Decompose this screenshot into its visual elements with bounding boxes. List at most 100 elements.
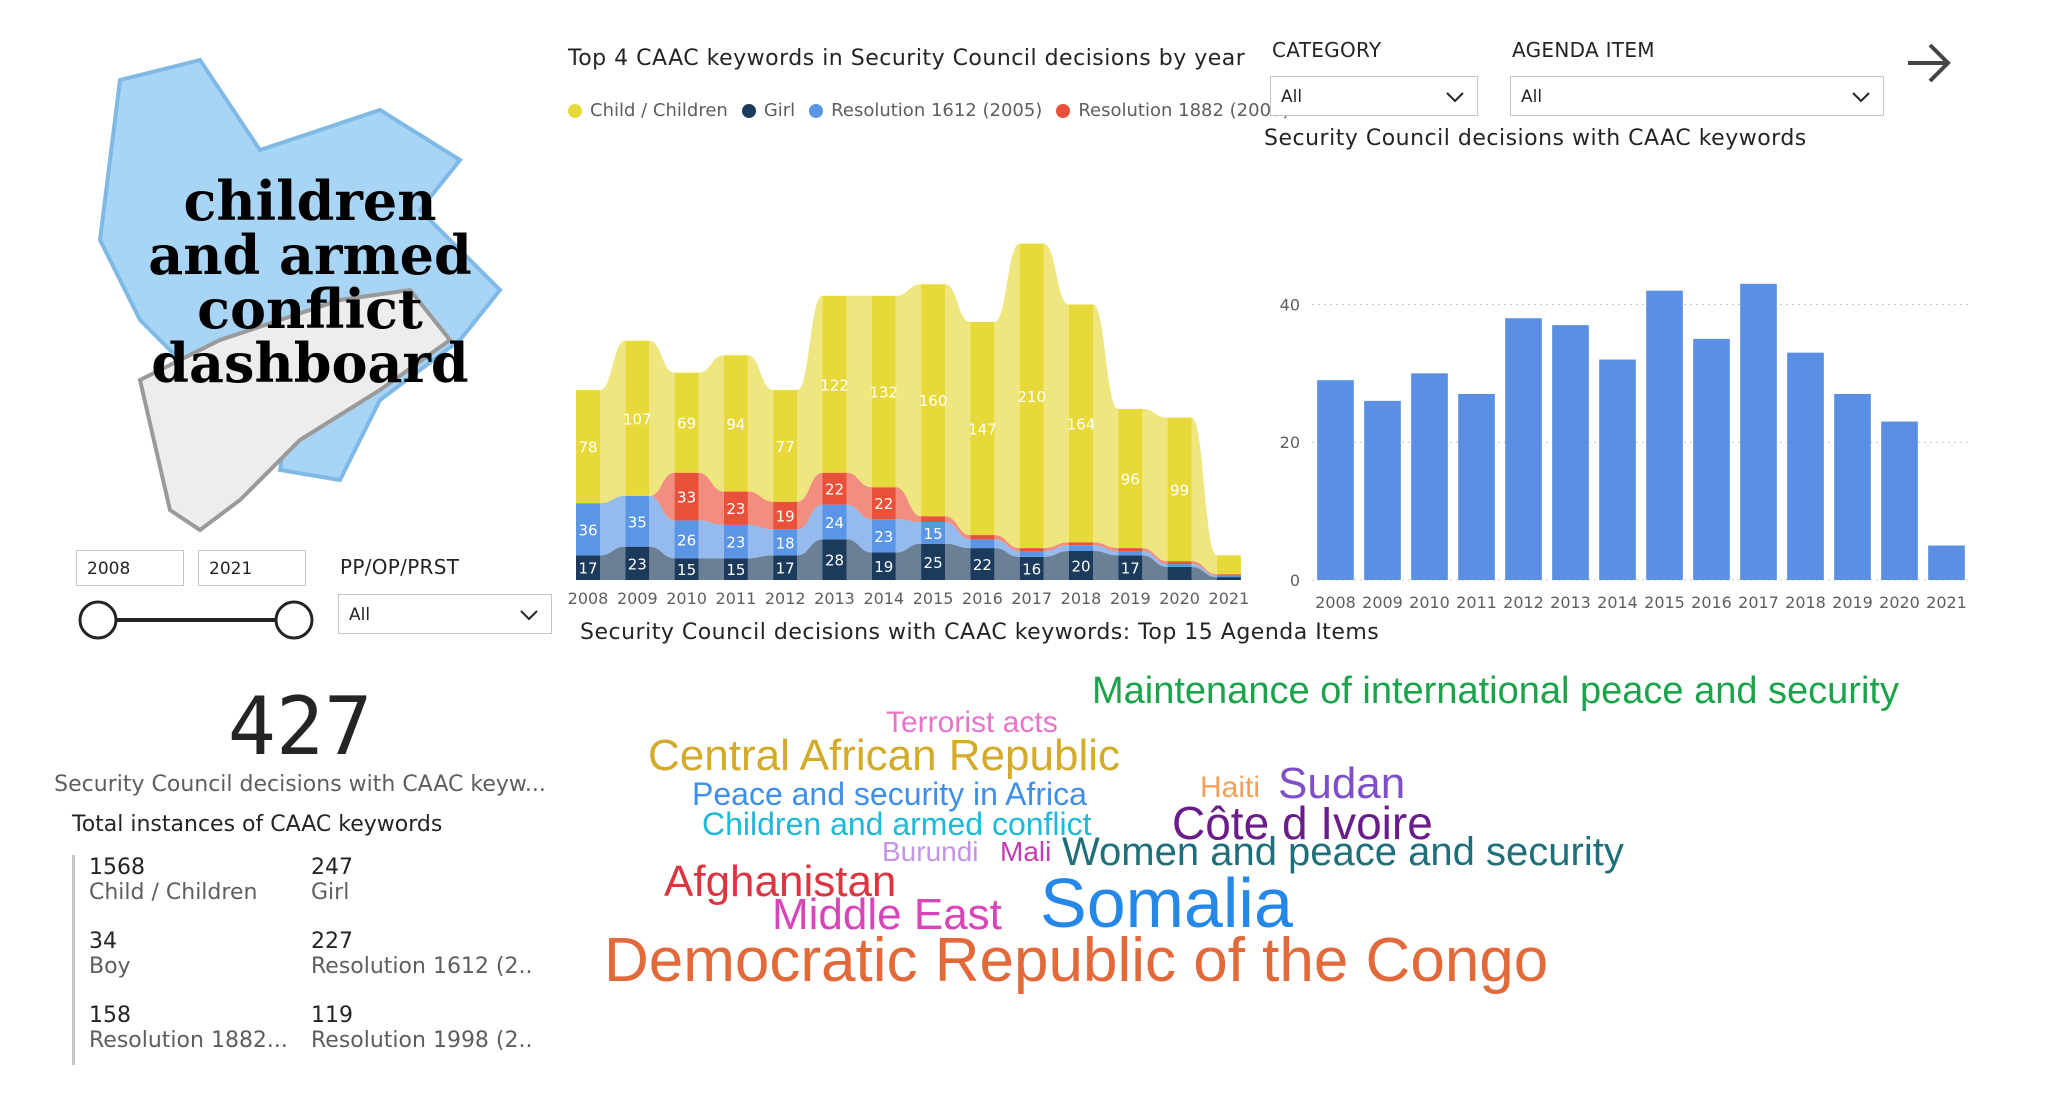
ribbon-segment[interactable]	[773, 501, 798, 530]
ribbon-segment[interactable]	[1069, 551, 1093, 580]
bar[interactable]	[1505, 318, 1542, 580]
ribbon-segment[interactable]	[1216, 574, 1241, 576]
ribbon-segment[interactable]	[822, 504, 847, 540]
wordcloud-word[interactable]: Mali	[1000, 836, 1052, 867]
bar[interactable]	[1928, 545, 1965, 580]
bar[interactable]	[1552, 325, 1589, 580]
ribbon-segment[interactable]	[674, 520, 699, 559]
ribbon-segment[interactable]	[773, 529, 798, 556]
wordcloud-word[interactable]: Côte d Ivoire	[1172, 797, 1433, 849]
wordcloud-word[interactable]: Haiti	[1200, 771, 1261, 804]
agenda-dropdown-value: All	[1521, 87, 1543, 107]
wordcloud-word[interactable]: Maintenance of international peace and s…	[1092, 670, 1899, 712]
ribbon-segment[interactable]	[625, 340, 650, 496]
ribbon-segment[interactable]	[1118, 548, 1143, 551]
ribbon-connector	[1191, 566, 1217, 580]
ribbon-segment[interactable]	[1069, 542, 1093, 546]
category-dropdown[interactable]: All	[1270, 76, 1478, 116]
start-year-input[interactable]: 2008	[76, 550, 184, 586]
bar[interactable]	[1364, 400, 1401, 580]
ribbon-segment[interactable]	[625, 495, 650, 547]
ribbon-segment[interactable]	[822, 472, 847, 505]
ribbon-segment[interactable]	[625, 546, 650, 580]
wordcloud-word[interactable]: Middle East	[772, 890, 1002, 939]
ribbon-segment[interactable]	[822, 539, 847, 580]
legend-label[interactable]: Resolution 1612 (2005)	[831, 100, 1043, 121]
ribbon-segment[interactable]	[1019, 548, 1044, 551]
bar[interactable]	[1599, 359, 1636, 580]
ribbon-segment[interactable]	[1216, 577, 1241, 580]
ribbon-segment[interactable]	[822, 295, 847, 473]
bar[interactable]	[1646, 290, 1683, 580]
ribbon-segment[interactable]	[921, 543, 946, 580]
ribbon-segment[interactable]	[723, 355, 748, 492]
ribbon-segment[interactable]	[921, 522, 946, 544]
legend-label[interactable]: Child / Children	[590, 100, 728, 121]
ribbon-segment[interactable]	[674, 372, 699, 473]
ribbon-segment[interactable]	[1216, 555, 1241, 575]
bar[interactable]	[1787, 352, 1824, 580]
agenda-dropdown[interactable]: All	[1510, 76, 1884, 116]
ribbon-segment[interactable]	[970, 548, 995, 580]
legend-label[interactable]: Resolution 1882 (2009)	[1078, 100, 1290, 121]
year-range-slider[interactable]	[76, 598, 316, 642]
ribbon-segment[interactable]	[921, 516, 946, 522]
x-tick-label: 2020	[1879, 593, 1920, 610]
bar[interactable]	[1881, 421, 1918, 580]
ribbon-segment[interactable]	[723, 524, 748, 559]
ribbon-segment[interactable]	[871, 487, 896, 520]
wordcloud-word[interactable]: Terrorist acts	[886, 706, 1058, 739]
ribbon-segment[interactable]	[723, 491, 748, 525]
wordcloud-word[interactable]: Children and armed conflict	[702, 806, 1092, 842]
ribbon-segment[interactable]	[1019, 556, 1044, 580]
ribbon-segment[interactable]	[1167, 564, 1192, 567]
ribbon-segment[interactable]	[1118, 551, 1143, 556]
ribbon-segment[interactable]	[970, 535, 995, 540]
ribbon-segment[interactable]	[921, 284, 946, 517]
ribbon-segment[interactable]	[970, 321, 995, 536]
end-year-input[interactable]: 2021	[198, 550, 306, 586]
wordcloud-word[interactable]: Women and peace and security	[1062, 830, 1624, 874]
ribbon-segment[interactable]	[576, 390, 600, 504]
ribbon-segment[interactable]	[1216, 575, 1241, 578]
ribbon-segment[interactable]	[1118, 408, 1143, 549]
legend-label[interactable]: Girl	[763, 100, 796, 121]
bar[interactable]	[1458, 394, 1495, 580]
ribbon-segment[interactable]	[970, 539, 995, 549]
ribbon-connector	[1142, 408, 1168, 562]
wordcloud-word[interactable]: Peace and security in Africa	[692, 776, 1087, 812]
ribbon-segment[interactable]	[1019, 551, 1044, 557]
ribbon-segment[interactable]	[1118, 555, 1143, 580]
ribbon-segment[interactable]	[674, 472, 699, 521]
bar[interactable]	[1834, 394, 1871, 580]
ribbon-segment[interactable]	[871, 295, 896, 488]
wordcloud-word[interactable]: Sudan	[1278, 759, 1406, 808]
wordcloud-word[interactable]: Democratic Republic of the Congo	[604, 926, 1549, 995]
ribbon-segment[interactable]	[576, 555, 600, 580]
bar[interactable]	[1411, 373, 1448, 580]
ribbon-segment[interactable]	[1069, 545, 1093, 551]
ribbon-segment[interactable]	[1167, 566, 1192, 580]
bar[interactable]	[1693, 338, 1730, 580]
ribbon-segment[interactable]	[871, 519, 896, 553]
wordcloud-word[interactable]: Afghanistan	[664, 857, 897, 906]
bar[interactable]	[1317, 380, 1354, 580]
wordcloud-word[interactable]: Burundi	[882, 836, 979, 867]
arrow-right-icon[interactable]	[1904, 40, 1954, 86]
slider-end-handle[interactable]	[274, 600, 314, 640]
bar[interactable]	[1740, 283, 1777, 580]
wordcloud-word[interactable]: Central African Republic	[648, 731, 1121, 780]
wordcloud-word[interactable]: Somalia	[1040, 864, 1293, 942]
ribbon-segment[interactable]	[1069, 304, 1093, 543]
ribbon-segment[interactable]	[871, 552, 896, 580]
slider-start-handle[interactable]	[78, 600, 118, 640]
ribbon-segment[interactable]	[674, 558, 699, 580]
pp-dropdown[interactable]: All	[338, 594, 552, 634]
ribbon-segment[interactable]	[723, 558, 748, 580]
ribbon-segment[interactable]	[1167, 417, 1192, 562]
ribbon-segment[interactable]	[773, 555, 798, 580]
ribbon-segment[interactable]	[773, 390, 798, 502]
ribbon-segment[interactable]	[1167, 561, 1192, 565]
ribbon-segment[interactable]	[1019, 243, 1044, 549]
ribbon-segment[interactable]	[576, 503, 600, 556]
